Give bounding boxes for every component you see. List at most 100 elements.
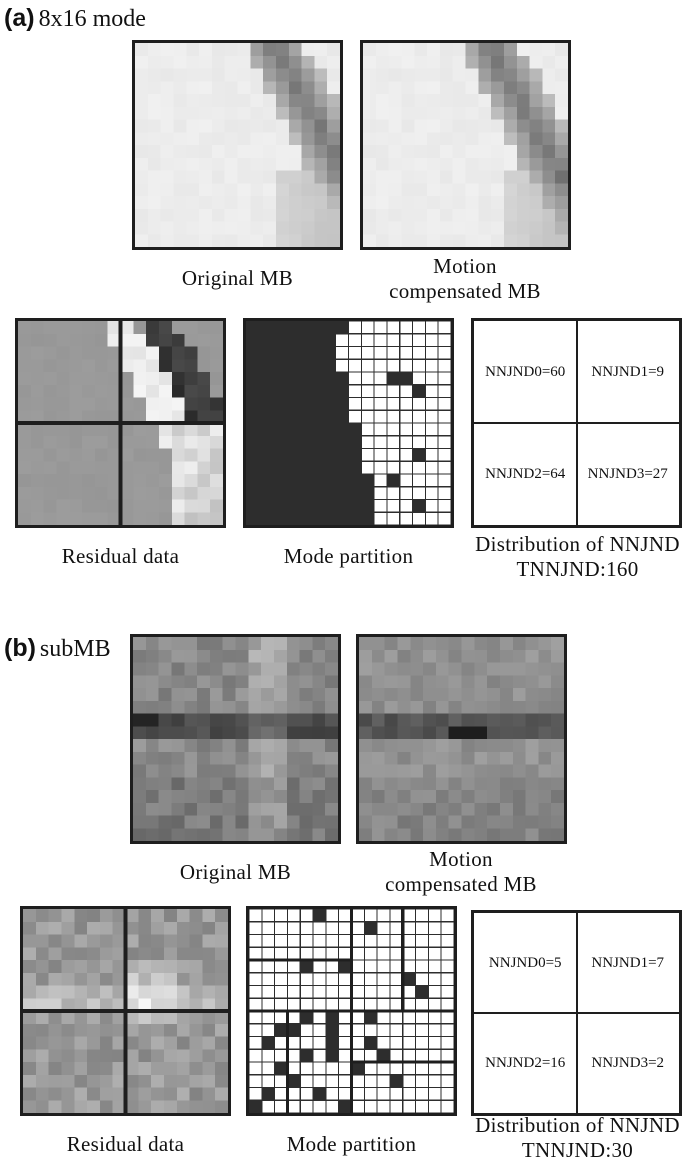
partition-cell [310, 359, 323, 372]
panel-b-nnjnd0-value: NNJND0=5 [488, 954, 562, 971]
partition-cell [284, 474, 298, 487]
partition-cell [297, 333, 311, 347]
partition-cell [415, 985, 429, 999]
partition-cell [412, 384, 426, 398]
panel-a-motion-caption-line2: compensated MB [389, 279, 541, 303]
partition-cell [325, 1011, 339, 1024]
partition-cell [246, 346, 259, 360]
partition-cell [322, 397, 336, 411]
partition-cell [338, 1100, 352, 1113]
partition-cell [287, 1023, 301, 1037]
partition-cell [377, 1049, 390, 1062]
partition-cell [297, 397, 311, 411]
divider [474, 422, 679, 424]
partition-cell [399, 372, 413, 385]
partition-boundary [351, 1060, 454, 1064]
partition-cell [300, 960, 314, 973]
panel-b-mode: subMB [39, 636, 111, 662]
partition-cell [335, 372, 349, 385]
partition-cell [284, 499, 298, 513]
partition-cell [297, 346, 311, 360]
panel-a-residual-caption: Residual data [61, 544, 180, 568]
partition-cell [246, 321, 259, 334]
partition-cell [246, 461, 259, 474]
panel-b-residual-data-image [20, 906, 231, 1116]
partition-cell [258, 512, 272, 525]
partition-cell [297, 359, 311, 372]
partition-cell [246, 359, 259, 372]
partition-cell [361, 486, 375, 500]
partition-cell [284, 397, 298, 411]
partition-cell [274, 1062, 288, 1075]
partition-cell [335, 461, 349, 474]
partition-cell [322, 346, 336, 360]
partition-boundary [249, 958, 351, 962]
partition-cell [310, 372, 323, 385]
partition-cell [335, 435, 349, 449]
partition-cell [284, 423, 298, 436]
partition-cell [271, 461, 285, 474]
partition-cell [297, 461, 311, 474]
partition-cell [322, 410, 336, 423]
partition-boundary [401, 909, 405, 1010]
partition-cell [284, 359, 298, 372]
partition-cell [351, 1062, 365, 1075]
partition-cell [310, 435, 323, 449]
panel-b-motion-caption-line2: compensated MB [385, 872, 537, 896]
partition-cell [246, 372, 259, 385]
partition-cell [258, 346, 272, 360]
partition-cell [284, 372, 298, 385]
partition-cell [271, 321, 285, 334]
partition-cell [335, 384, 349, 398]
partition-cell [322, 512, 336, 525]
partition-cell [335, 448, 349, 462]
partition-cell [310, 397, 323, 411]
partition-cell [271, 359, 285, 372]
partition-cell [258, 435, 272, 449]
partition-cell [348, 474, 362, 487]
partition-cell [361, 474, 375, 487]
partition-cell [348, 499, 362, 513]
partition-cell [313, 1087, 326, 1101]
partition-cell [310, 346, 323, 360]
partition-cell [258, 461, 272, 474]
partition-cell [348, 512, 362, 525]
partition-cell [310, 384, 323, 398]
panel-b-distribution-caption: Distribution of NNJND TNNJND:30 [455, 1113, 685, 1163]
quadrant-divider [18, 421, 223, 425]
partition-cell [310, 474, 323, 487]
partition-cell [297, 321, 311, 334]
partition-cell [271, 474, 285, 487]
partition-cell [322, 435, 336, 449]
panel-b-distribution-box: NNJND0=5 NNJND1=7 NNJND2=16 NNJND3=2 [471, 910, 682, 1116]
partition-cell [386, 372, 400, 385]
partition-cell [258, 486, 272, 500]
partition-cell [310, 333, 323, 347]
panel-a-motion-caption: Motion compensated MB [340, 254, 590, 304]
panel-a-tag: (a) [4, 4, 35, 32]
partition-cell [258, 423, 272, 436]
partition-cell [246, 397, 259, 411]
partition-cell [348, 435, 362, 449]
partition-cell [284, 461, 298, 474]
partition-cell [310, 448, 323, 462]
partition-cell [284, 448, 298, 462]
partition-cell [246, 499, 259, 513]
partition-cell [271, 423, 285, 436]
partition-cell [258, 372, 272, 385]
partition-cell [284, 333, 298, 347]
partition-cell [284, 321, 298, 334]
partition-cell [361, 499, 375, 513]
partition-cell [402, 972, 416, 986]
partition-cell [348, 461, 362, 474]
partition-cell [335, 512, 349, 525]
partition-boundary [249, 1009, 454, 1013]
partition-cell [258, 359, 272, 372]
partition-cell [310, 321, 323, 334]
partition-cell [361, 512, 375, 525]
panel-b-motion-caption: Motion compensated MB [336, 847, 586, 897]
quadrant-divider [23, 1009, 228, 1013]
partition-cell [364, 1011, 378, 1024]
partition-cell [274, 1023, 288, 1037]
partition-cell [348, 423, 362, 436]
